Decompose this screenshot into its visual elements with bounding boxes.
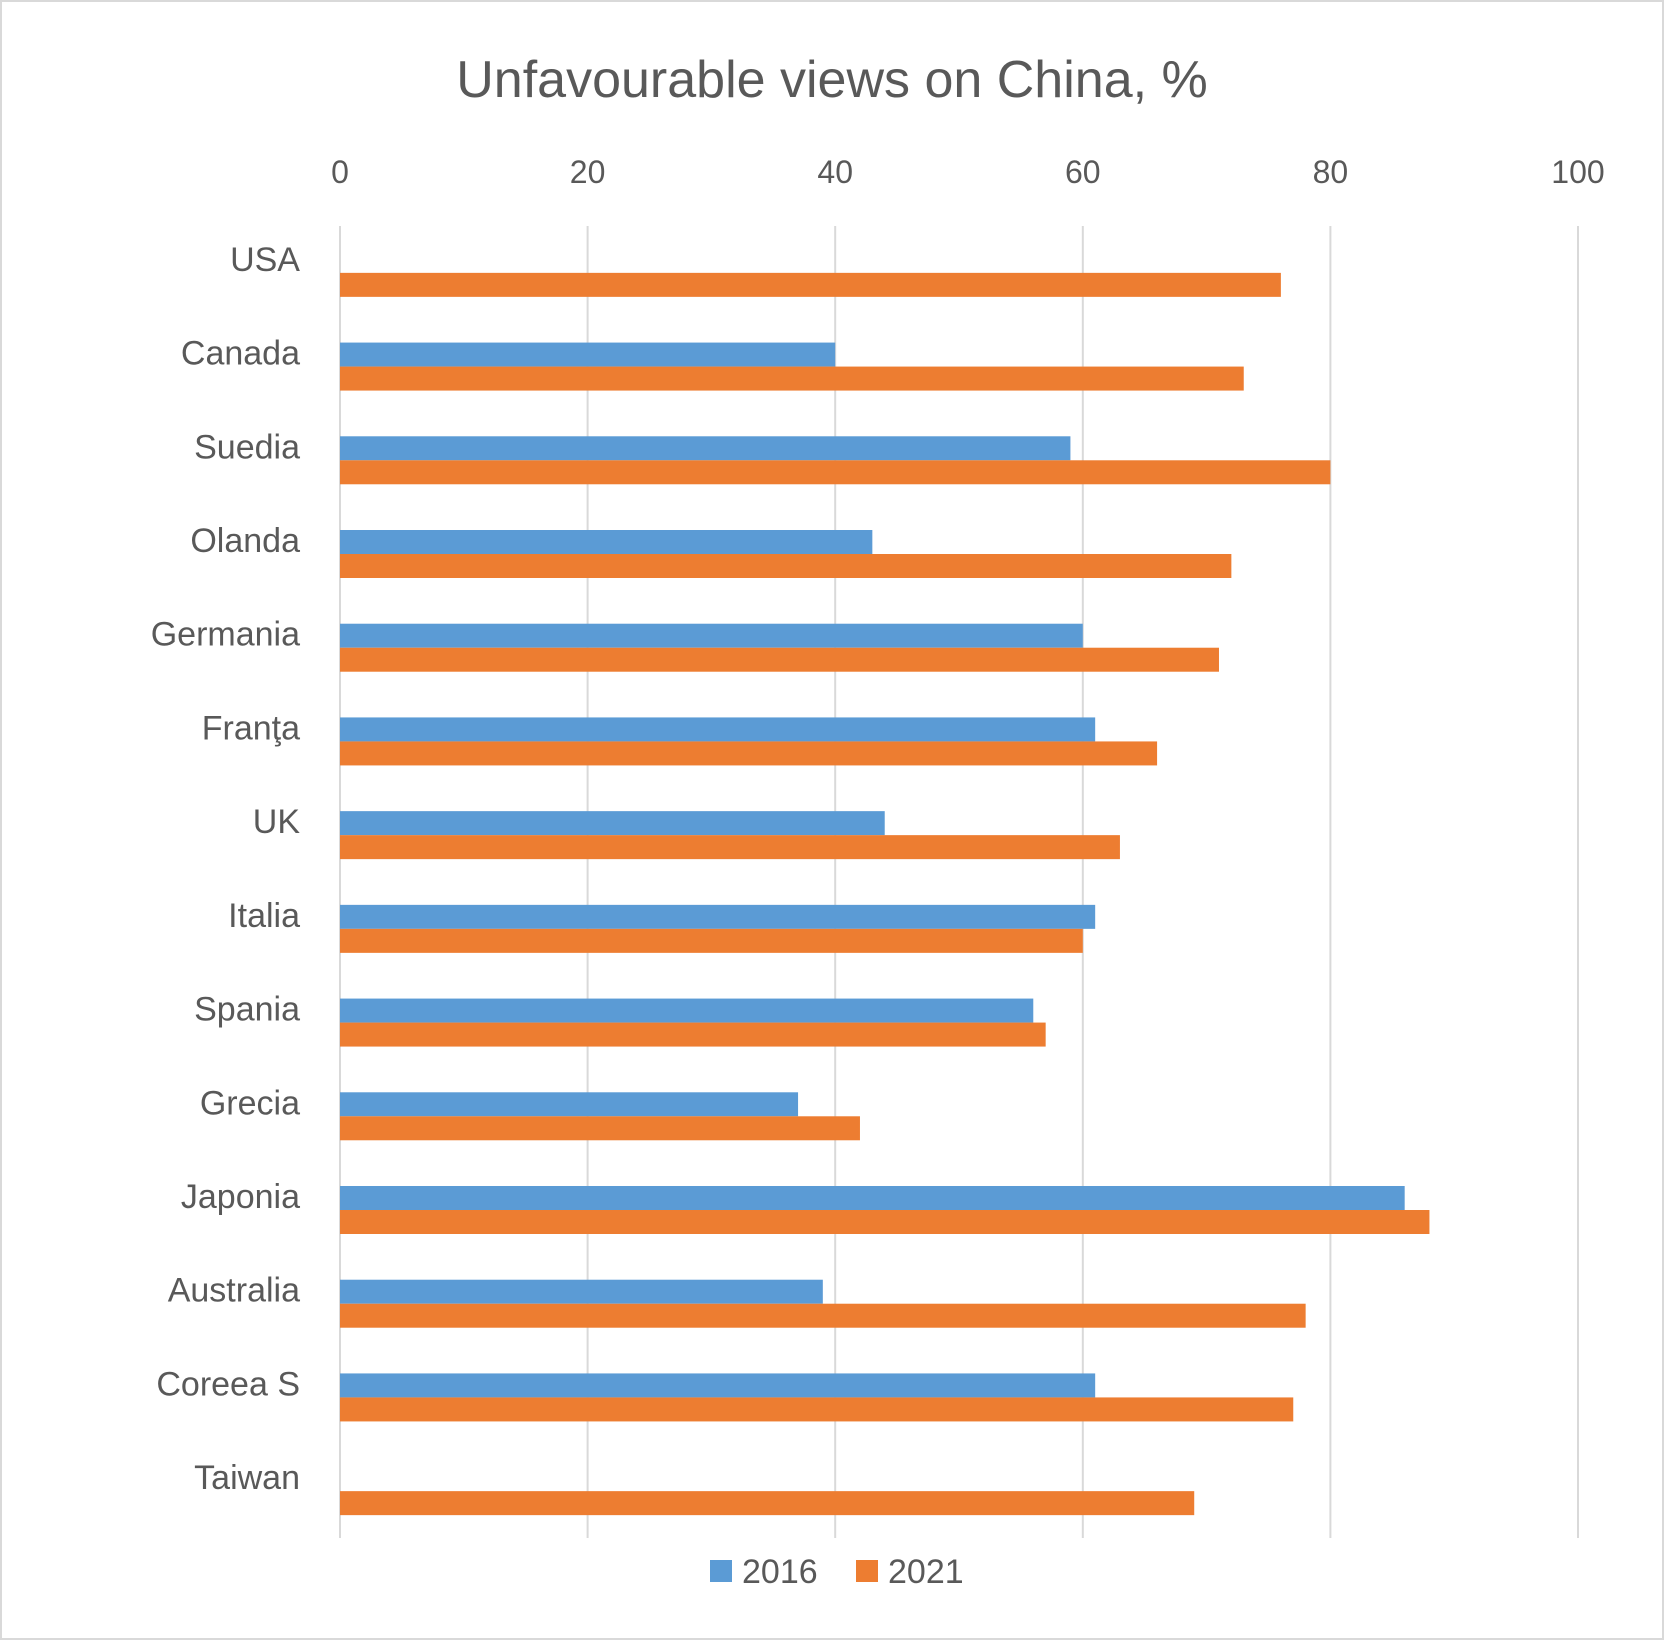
legend-swatch-2021 (856, 1560, 878, 1582)
category-label: Spania (194, 991, 300, 1029)
bar-2021-USA (340, 272, 1281, 297)
x-tick-label: 0 (331, 154, 349, 190)
bar-2016-Japonia (340, 1186, 1405, 1210)
x-axis-ticks: 0 20 40 60 80 100 (331, 154, 1605, 190)
legend: 2016 2021 (710, 1553, 964, 1591)
bar-2021-Coreea S (340, 1397, 1294, 1422)
category-label: Italia (228, 897, 300, 935)
legend-label: 2021 (888, 1553, 964, 1591)
bar-2016-Olanda (340, 530, 873, 554)
bar-2016-Italia (340, 904, 1096, 929)
x-tick-label: 40 (817, 154, 853, 190)
bar-2016-UK (340, 811, 885, 836)
bar-2021-Australia (340, 1303, 1306, 1328)
bar-2021-Olanda (340, 554, 1232, 578)
chart-title: Unfavourable views on China, % (456, 51, 1208, 109)
bar-2021-Spania (340, 1022, 1046, 1047)
category-labels: USA Canada Suedia Olanda Germania Franţa UK Ita… (151, 241, 301, 1497)
category-label: Coreea S (156, 1365, 300, 1403)
category-label: USA (230, 241, 300, 279)
legend-swatch-2016 (710, 1560, 732, 1582)
bar-2016-Franţa (340, 717, 1096, 742)
bar-2021-Franţa (340, 741, 1158, 766)
x-tick-label: 80 (1313, 154, 1349, 190)
bar-2021-Canada (340, 366, 1244, 391)
bar-2016-Coreea S (340, 1373, 1096, 1398)
bar-2016-Germania (340, 623, 1083, 648)
x-tick-label: 20 (570, 154, 606, 190)
category-label: Japonia (181, 1178, 300, 1216)
gridlines (339, 226, 1579, 1538)
bar-2021-Grecia (340, 1116, 860, 1141)
category-label: Australia (168, 1272, 300, 1310)
category-label: Olanda (190, 522, 300, 560)
bar-2021-Taiwan (340, 1491, 1195, 1516)
bar-2016-Grecia (340, 1092, 799, 1117)
bar-2021-Italia (340, 928, 1083, 953)
bar-2016-Suedia (340, 436, 1071, 461)
category-label: Grecia (200, 1084, 300, 1122)
category-label: Germania (151, 616, 300, 654)
bars (340, 272, 1430, 1516)
category-label: Franţa (202, 709, 300, 747)
category-label: Suedia (194, 428, 300, 466)
category-label: Taiwan (194, 1459, 300, 1497)
bar-2016-Canada (340, 342, 836, 367)
x-tick-label: 100 (1551, 154, 1604, 190)
bar-2016-Spania (340, 998, 1034, 1023)
x-tick-label: 60 (1065, 154, 1101, 190)
bar-2016-Australia (340, 1279, 823, 1304)
bar-2021-UK (340, 835, 1120, 860)
category-label: Canada (181, 335, 300, 373)
bar-2021-Suedia (340, 460, 1331, 485)
legend-label: 2016 (742, 1553, 818, 1591)
bar-2021-Japonia (340, 1210, 1430, 1234)
category-label: UK (253, 803, 301, 841)
bar-2021-Germania (340, 647, 1219, 672)
